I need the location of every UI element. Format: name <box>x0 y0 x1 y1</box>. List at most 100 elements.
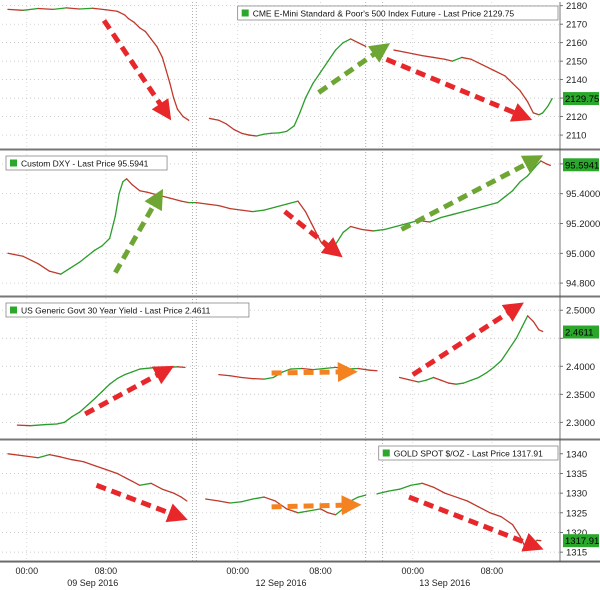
price-segment <box>229 207 243 211</box>
price-segment <box>372 228 386 232</box>
price-segment <box>86 249 96 257</box>
price-segment <box>229 375 243 379</box>
price-segment <box>466 500 480 508</box>
price-segment <box>511 523 521 538</box>
price-segment <box>218 204 231 210</box>
price-segment <box>263 496 277 502</box>
price-segment <box>205 498 220 502</box>
price-segment <box>511 82 521 92</box>
price-segment <box>478 506 491 514</box>
price-segment <box>432 486 446 494</box>
price-segment <box>297 510 310 514</box>
price-segment <box>101 383 111 393</box>
x-time-label: 08:00 <box>95 566 118 576</box>
legend-box <box>5 155 168 171</box>
price-segment <box>195 201 209 205</box>
trend-arrow <box>400 155 544 232</box>
price-segment <box>139 482 152 486</box>
price-segment <box>547 97 553 107</box>
price-segment <box>515 326 523 339</box>
price-segment <box>263 206 277 211</box>
price-segment <box>86 398 96 407</box>
price-segment <box>319 60 329 73</box>
legend-swatch <box>241 9 249 17</box>
legend-swatch <box>10 306 17 314</box>
price-segment <box>285 200 299 205</box>
trend-arrow <box>271 362 358 383</box>
last-price-label: 1317.91 <box>565 536 599 547</box>
legend-text: Custom DXY - Last Price 95.5941 <box>21 159 149 169</box>
price-segment <box>29 423 47 427</box>
price-segment <box>545 163 551 167</box>
price-segment <box>101 237 111 247</box>
price-segment <box>7 252 24 257</box>
price-segment <box>150 482 164 490</box>
price-segment <box>71 459 84 463</box>
x-date-label: 09 Sep 2016 <box>67 578 118 588</box>
trend-arrow <box>95 482 188 523</box>
price-segment <box>233 128 243 134</box>
price-segment <box>478 372 487 379</box>
price-segment <box>521 315 529 328</box>
y-tick-label: 1340 <box>566 449 587 460</box>
price-segment <box>60 456 73 461</box>
price-segment <box>161 488 175 494</box>
y-tick-label: 2.4000 <box>566 362 595 373</box>
price-segment <box>240 209 254 213</box>
price-segment <box>173 97 179 110</box>
price-segment <box>293 112 301 127</box>
price-segment <box>93 245 103 251</box>
price-segment <box>255 133 265 137</box>
price-segment <box>485 201 499 207</box>
price-segment <box>116 374 126 380</box>
price-segment <box>387 488 401 492</box>
y-tick-label: 2120 <box>566 112 587 123</box>
price-segment <box>398 376 410 381</box>
price-segment <box>16 424 32 427</box>
price-segment <box>412 53 423 57</box>
price-segment <box>532 320 540 331</box>
y-tick-label: 95.4000 <box>566 189 600 200</box>
trend-arrow <box>408 494 544 552</box>
price-segment <box>218 119 228 125</box>
price-segment <box>176 366 186 369</box>
price-segment <box>114 193 120 217</box>
y-tick-label: 2.3000 <box>566 418 595 429</box>
price-segment <box>125 178 133 186</box>
price-segment <box>297 200 307 213</box>
price-segment <box>504 190 514 198</box>
y-tick-label: 1335 <box>566 469 587 480</box>
price-segment <box>462 379 472 384</box>
price-segment <box>526 315 534 323</box>
price-segment <box>208 117 220 121</box>
price-segment <box>248 134 258 137</box>
price-segment <box>327 512 337 516</box>
price-segment <box>323 366 337 370</box>
price-segment <box>357 42 367 48</box>
price-segment <box>274 203 288 208</box>
price-segment <box>312 71 322 84</box>
price-segment <box>444 58 453 62</box>
trend-arrow <box>271 495 362 516</box>
price-segment <box>485 366 495 374</box>
price-segment <box>131 184 141 192</box>
price-segment <box>139 367 152 370</box>
price-segment <box>45 423 58 426</box>
price-segment <box>350 225 363 231</box>
legend-swatch <box>10 159 17 167</box>
x-date-label: 12 Sep 2016 <box>255 578 306 588</box>
y-tick-label: 2140 <box>566 75 587 86</box>
price-segment <box>451 210 465 216</box>
price-segment <box>156 45 164 59</box>
price-segment <box>462 207 476 213</box>
price-segment <box>252 377 265 380</box>
last-price-label: 2129.75 <box>565 94 599 105</box>
price-segment <box>48 453 62 458</box>
price-segment <box>511 181 521 192</box>
y-tick-label: 2160 <box>566 38 587 49</box>
x-time-label: 08:00 <box>481 566 504 576</box>
price-segment <box>417 379 427 383</box>
x-time-label: 08:00 <box>309 566 332 576</box>
price-segment <box>421 482 435 488</box>
price-segment <box>93 390 103 400</box>
